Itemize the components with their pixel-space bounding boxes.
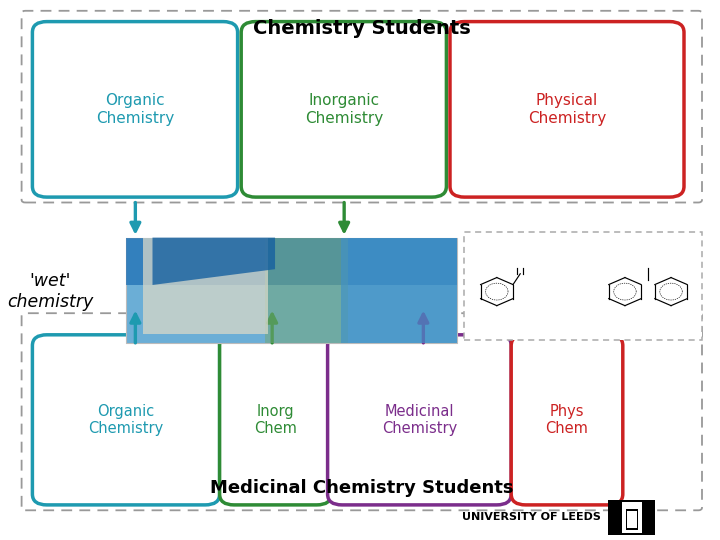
FancyBboxPatch shape <box>241 22 446 197</box>
Text: Physical
Chemistry: Physical Chemistry <box>528 93 606 126</box>
Bar <box>626 509 638 530</box>
Text: Inorganic
Chemistry: Inorganic Chemistry <box>305 93 383 126</box>
Text: EtOH: EtOH <box>559 298 579 307</box>
Text: Phys
Chem: Phys Chem <box>546 403 588 436</box>
Text: O: O <box>513 258 520 267</box>
Bar <box>626 511 637 528</box>
Text: Inorg
Chem: Inorg Chem <box>254 403 297 436</box>
Bar <box>126 238 457 285</box>
Bar <box>624 502 640 509</box>
Text: Organic
Chemistry: Organic Chemistry <box>96 93 174 126</box>
Text: Example: Example <box>558 240 608 251</box>
FancyBboxPatch shape <box>32 22 238 197</box>
Text: UNIVERSITY OF LEEDS: UNIVERSITY OF LEEDS <box>462 512 601 522</box>
Polygon shape <box>153 238 275 285</box>
Bar <box>126 238 457 343</box>
Text: NaBH₄: NaBH₄ <box>557 264 581 273</box>
Text: Medicinal Chemistry Students: Medicinal Chemistry Students <box>210 479 513 497</box>
Bar <box>341 238 457 343</box>
FancyBboxPatch shape <box>464 232 702 340</box>
FancyBboxPatch shape <box>32 335 220 505</box>
Text: OH: OH <box>642 253 654 262</box>
FancyBboxPatch shape <box>328 335 511 505</box>
Bar <box>265 238 348 343</box>
FancyBboxPatch shape <box>450 22 684 197</box>
Bar <box>143 238 269 334</box>
Text: Organic
Chemistry: Organic Chemistry <box>89 403 163 436</box>
Bar <box>622 502 642 533</box>
Text: 'wet'
chemistry: 'wet' chemistry <box>7 272 94 311</box>
Text: Chemistry Students: Chemistry Students <box>253 19 471 38</box>
Text: Medicinal
Chemistry: Medicinal Chemistry <box>382 403 457 436</box>
Bar <box>608 500 655 535</box>
FancyBboxPatch shape <box>511 335 623 505</box>
FancyBboxPatch shape <box>220 335 331 505</box>
